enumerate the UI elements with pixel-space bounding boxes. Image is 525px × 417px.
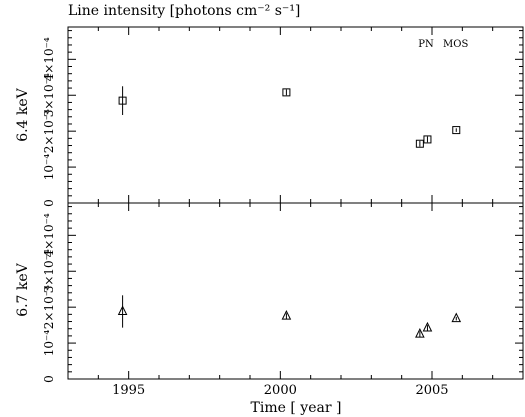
panel-6-7-kev: 6.7 keV 0 10⁻⁴2×10⁻⁴3×10⁻⁴4×10⁻⁴: [15, 202, 524, 383]
data-point-square: [415, 139, 424, 148]
data-point-triangle: [422, 321, 433, 332]
x-tick-label: 2005: [415, 383, 448, 398]
data-point-triangle: [117, 305, 128, 315]
x-axis-title: Time [ year ]: [251, 400, 342, 416]
y-tick-label: 4×10⁻⁴: [42, 213, 56, 257]
chart-title: Line intensity [photons cm⁻² s⁻¹]: [68, 3, 300, 19]
data-points: [117, 295, 462, 338]
data-point-square: [452, 126, 461, 135]
y-axis-ticks: 0 10⁻⁴2×10⁻⁴3×10⁻⁴4×10⁻⁴: [42, 30, 523, 207]
data-point-square: [118, 96, 127, 105]
panel-y-label: 6.7 keV: [15, 262, 31, 316]
y-tick-label: 0: [42, 199, 56, 207]
x-axis-ticks: [67, 203, 524, 379]
panel-frame: [67, 26, 524, 204]
data-point-triangle: [415, 327, 425, 338]
y-tick-label: 2×10⁻⁴: [42, 109, 56, 153]
x-axis-ticks: [67, 27, 524, 203]
y-tick-label: 0: [42, 375, 56, 383]
x-tick-label: 2000: [264, 383, 297, 398]
data-point-square: [282, 88, 291, 97]
panel-6-4-kev: 6.4 keV 0 10⁻⁴2×10⁻⁴3×10⁻⁴4×10⁻⁴: [15, 26, 524, 207]
data-points: [118, 86, 461, 148]
y-tick-label: 3×10⁻⁴: [42, 73, 56, 117]
data-point-triangle: [451, 312, 462, 323]
y-tick-label: 10⁻⁴: [42, 154, 56, 181]
y-tick-label: 3×10⁻⁴: [42, 249, 56, 293]
x-tick-label: 1995: [112, 383, 145, 398]
y-axis-ticks: 0 10⁻⁴2×10⁻⁴3×10⁻⁴4×10⁻⁴: [42, 206, 523, 383]
y-tick-label: 2×10⁻⁴: [42, 285, 56, 329]
legend-entry-mos: MOS: [443, 39, 468, 50]
x-tick-labels: 1995 2000 2005: [112, 383, 448, 398]
legend-entry-pn: PN: [418, 39, 434, 50]
y-tick-label: 10⁻⁴: [42, 330, 56, 357]
y-tick-label: 4×10⁻⁴: [42, 37, 56, 81]
data-point-triangle: [281, 310, 292, 320]
panel-frame: [67, 202, 524, 380]
data-point-square: [423, 135, 432, 144]
panel-y-label: 6.4 keV: [15, 87, 31, 141]
